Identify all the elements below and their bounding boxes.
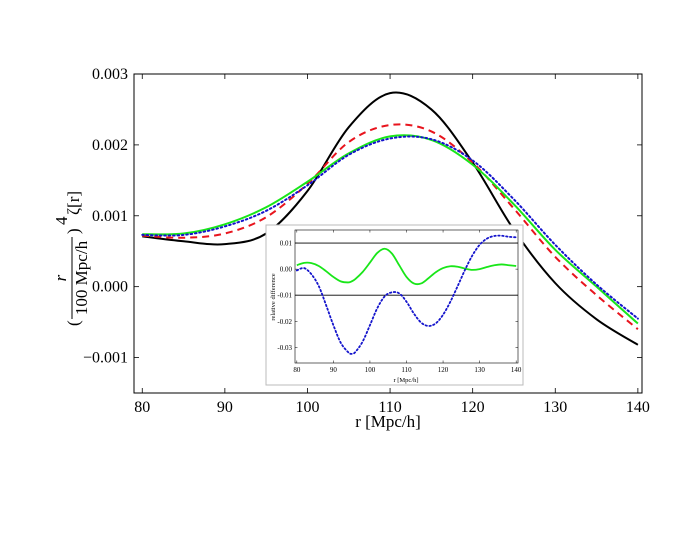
inset-background (265, 224, 524, 386)
x-tick-label: 80 (293, 366, 301, 374)
x-tick-label: 90 (330, 366, 338, 374)
x-tick-label: 110 (378, 399, 401, 416)
x-tick-label: 100 (295, 399, 319, 416)
y-label-close-paren: ) (64, 228, 83, 234)
x-tick-label: 140 (626, 399, 650, 416)
series-blue-line (141, 135, 639, 320)
y-tick-label: 0.01 (280, 240, 293, 248)
main-y-axis-label: ( r 100 Mpc/h ) 4 ζ[r] (51, 191, 91, 326)
series-green-line (142, 134, 639, 325)
inset-ticks: 80 90 100 110 120 130 140 -0.03 -0.02 -0.01 0.00 0.… (277, 230, 522, 374)
y-tick-label: 0.001 (92, 208, 128, 225)
main-ticks: 80 90 100 110 120 130 140 −0.001 0.000 0.001 0.002… (83, 66, 650, 416)
y-tick-label: 0.003 (92, 66, 128, 83)
x-tick-label: 120 (461, 399, 485, 416)
inset-x-axis-label: r [Mpc/h] (393, 377, 418, 384)
x-tick-label: 130 (474, 366, 485, 374)
main-series-group (141, 91, 639, 346)
y-label-open-paren: ( (64, 320, 83, 326)
y-tick-label: -0.02 (277, 318, 292, 326)
x-tick-label: 120 (438, 366, 449, 374)
main-plot-frame (133, 73, 643, 394)
y-tick-label: 0.00 (280, 266, 293, 274)
inset-series-group (295, 234, 518, 355)
x-tick-label: 100 (365, 366, 376, 374)
series-red-line (142, 123, 639, 330)
y-tick-label: 0.000 (92, 279, 128, 296)
main-plot: 80 90 100 110 120 130 140 −0.001 0.000 0.001 0.002… (51, 66, 650, 431)
x-tick-label: 130 (543, 399, 567, 416)
series-green-line (296, 247, 517, 286)
series-blue-line (295, 234, 518, 355)
y-tick-label: -0.03 (277, 344, 292, 352)
inset-plot: 80 90 100 110 120 130 140 -0.03 -0.02 -0.01 0.00 0.… (265, 224, 524, 386)
main-x-axis-label: r [Mpc/h] (355, 412, 421, 431)
y-label-numerator: r (51, 274, 70, 281)
y-tick-label: −0.001 (83, 350, 128, 367)
y-label-denominator: 100 Mpc/h (72, 240, 91, 315)
inset-y-axis-label: relative difference (270, 273, 277, 320)
x-tick-label: 90 (217, 399, 233, 416)
y-label-exponent: 4 (52, 216, 71, 225)
y-tick-label: 0.002 (92, 137, 128, 154)
x-tick-label: 110 (401, 366, 412, 374)
series-black-line (142, 91, 639, 346)
y-label-suffix: ζ[r] (64, 191, 83, 215)
y-tick-label: -0.01 (277, 292, 292, 300)
x-tick-label: 140 (511, 366, 522, 374)
x-tick-label: 80 (134, 399, 150, 416)
